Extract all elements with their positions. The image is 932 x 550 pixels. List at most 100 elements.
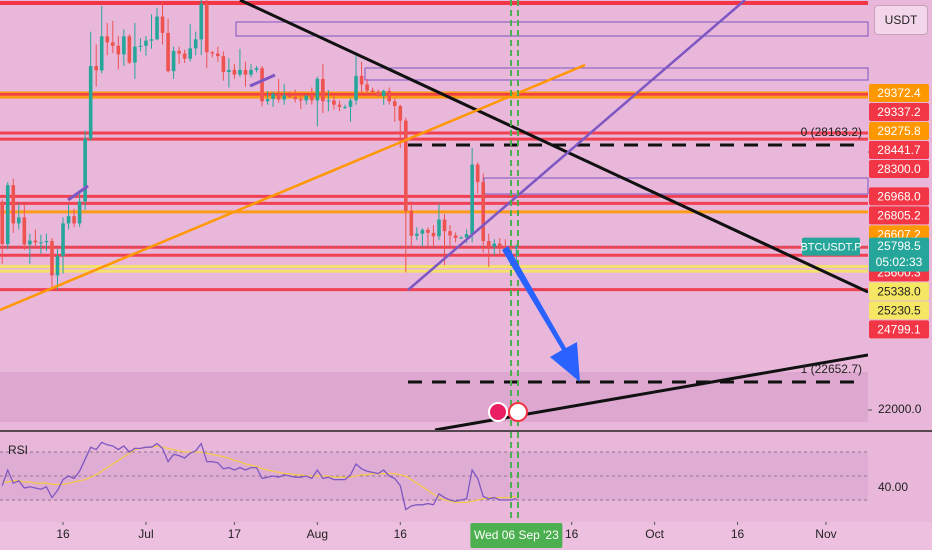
level-label: 28441.7 bbox=[877, 143, 921, 157]
x-tick-label: 16 bbox=[56, 527, 70, 541]
candle-body bbox=[304, 95, 309, 101]
candle-body bbox=[376, 91, 380, 97]
level-label: 29275.8 bbox=[877, 124, 921, 138]
range-box bbox=[364, 67, 869, 81]
candle-body bbox=[33, 240, 38, 243]
candle-body bbox=[359, 75, 364, 85]
candle-body bbox=[193, 39, 198, 49]
level-label-bg bbox=[869, 282, 929, 301]
candle-body bbox=[127, 36, 132, 63]
level-label: 24799.1 bbox=[877, 323, 921, 337]
candle-body bbox=[28, 240, 32, 245]
candle-body bbox=[404, 120, 408, 211]
candle-body bbox=[354, 75, 358, 101]
candle-body bbox=[287, 95, 292, 97]
candle-body bbox=[276, 93, 281, 100]
event-icon[interactable] bbox=[508, 402, 528, 422]
fib-label: 1 (22652.7) bbox=[801, 362, 862, 376]
indicator-title: RSI bbox=[8, 443, 28, 457]
x-tick-label: 16 bbox=[731, 527, 745, 541]
x-tick-label: 16 bbox=[394, 527, 408, 541]
x-tick-label: 16 bbox=[565, 527, 579, 541]
candle-body bbox=[72, 216, 76, 224]
candle-body bbox=[166, 32, 170, 72]
demand-zone bbox=[0, 372, 868, 422]
candle-body bbox=[265, 99, 270, 102]
candle-body bbox=[271, 93, 275, 100]
level-label-bg bbox=[869, 187, 929, 206]
candle-body bbox=[210, 52, 215, 54]
candle-body bbox=[254, 68, 259, 70]
candle-body bbox=[199, 3, 204, 40]
currency-button[interactable]: USDT bbox=[874, 5, 928, 35]
x-tick-label: Jul bbox=[138, 527, 153, 541]
candle-body bbox=[11, 185, 16, 224]
candle-body bbox=[415, 233, 419, 236]
countdown: 05:02:33 bbox=[876, 255, 923, 269]
level-label-bg bbox=[869, 121, 929, 140]
candle-body bbox=[298, 99, 303, 101]
trendline bbox=[0, 63, 586, 312]
candle-body bbox=[486, 241, 491, 247]
trendline bbox=[239, 0, 868, 294]
candle-body bbox=[470, 164, 474, 235]
candle-body bbox=[144, 40, 148, 46]
trendline bbox=[249, 73, 276, 88]
candle-body bbox=[171, 50, 176, 72]
candle-body bbox=[310, 95, 314, 101]
candle-body bbox=[326, 100, 331, 102]
candle-body bbox=[492, 243, 497, 247]
candle-body bbox=[348, 100, 353, 107]
level-label-bg bbox=[869, 102, 929, 121]
candle-body bbox=[387, 90, 392, 102]
candle-body bbox=[475, 164, 480, 183]
candle-body bbox=[204, 3, 209, 53]
candle-body bbox=[426, 229, 430, 233]
x-tick-label: Oct bbox=[645, 527, 664, 541]
level-label-bg bbox=[869, 83, 929, 102]
candle-body bbox=[514, 246, 519, 249]
candle-body bbox=[459, 237, 463, 239]
event-icon[interactable] bbox=[488, 402, 508, 422]
candle-body bbox=[464, 234, 469, 238]
candle-body bbox=[5, 185, 10, 245]
candle-body bbox=[509, 247, 513, 249]
rsi-tick-label: 40.00 bbox=[878, 480, 908, 494]
crosshair-label-bg bbox=[470, 523, 563, 548]
candle-body bbox=[83, 138, 87, 202]
candle-body bbox=[77, 201, 82, 224]
candle-body bbox=[188, 48, 192, 59]
candle-body bbox=[243, 69, 248, 75]
trendlines bbox=[0, 0, 868, 430]
level-label: 29372.4 bbox=[877, 86, 921, 100]
candle-body bbox=[437, 219, 441, 237]
candle-body bbox=[420, 229, 425, 234]
candle-body bbox=[155, 16, 159, 40]
candle-body bbox=[337, 104, 342, 107]
candle-body bbox=[293, 96, 298, 100]
candle-body bbox=[116, 45, 121, 55]
candle-body bbox=[370, 90, 375, 92]
level-label-bg bbox=[869, 159, 929, 178]
level-label-bg bbox=[869, 206, 929, 225]
candle-body bbox=[94, 66, 98, 71]
candle-body bbox=[88, 66, 93, 139]
candle-body bbox=[503, 246, 508, 248]
candle-body bbox=[260, 68, 264, 102]
candle-body bbox=[249, 69, 253, 75]
candle-body bbox=[398, 105, 403, 121]
fib-label: 0 (28163.2) bbox=[801, 125, 862, 139]
candle-body bbox=[238, 69, 242, 75]
candle-body bbox=[497, 243, 502, 247]
candle-body bbox=[431, 232, 436, 237]
candle-body bbox=[182, 53, 187, 59]
candle-body bbox=[282, 95, 286, 100]
level-label-bg bbox=[869, 301, 929, 320]
candle-body bbox=[321, 78, 325, 102]
level-label: 26805.2 bbox=[877, 209, 921, 223]
candle-body bbox=[149, 39, 154, 41]
x-tick-label: Nov bbox=[815, 527, 836, 541]
candle-body bbox=[110, 42, 115, 46]
